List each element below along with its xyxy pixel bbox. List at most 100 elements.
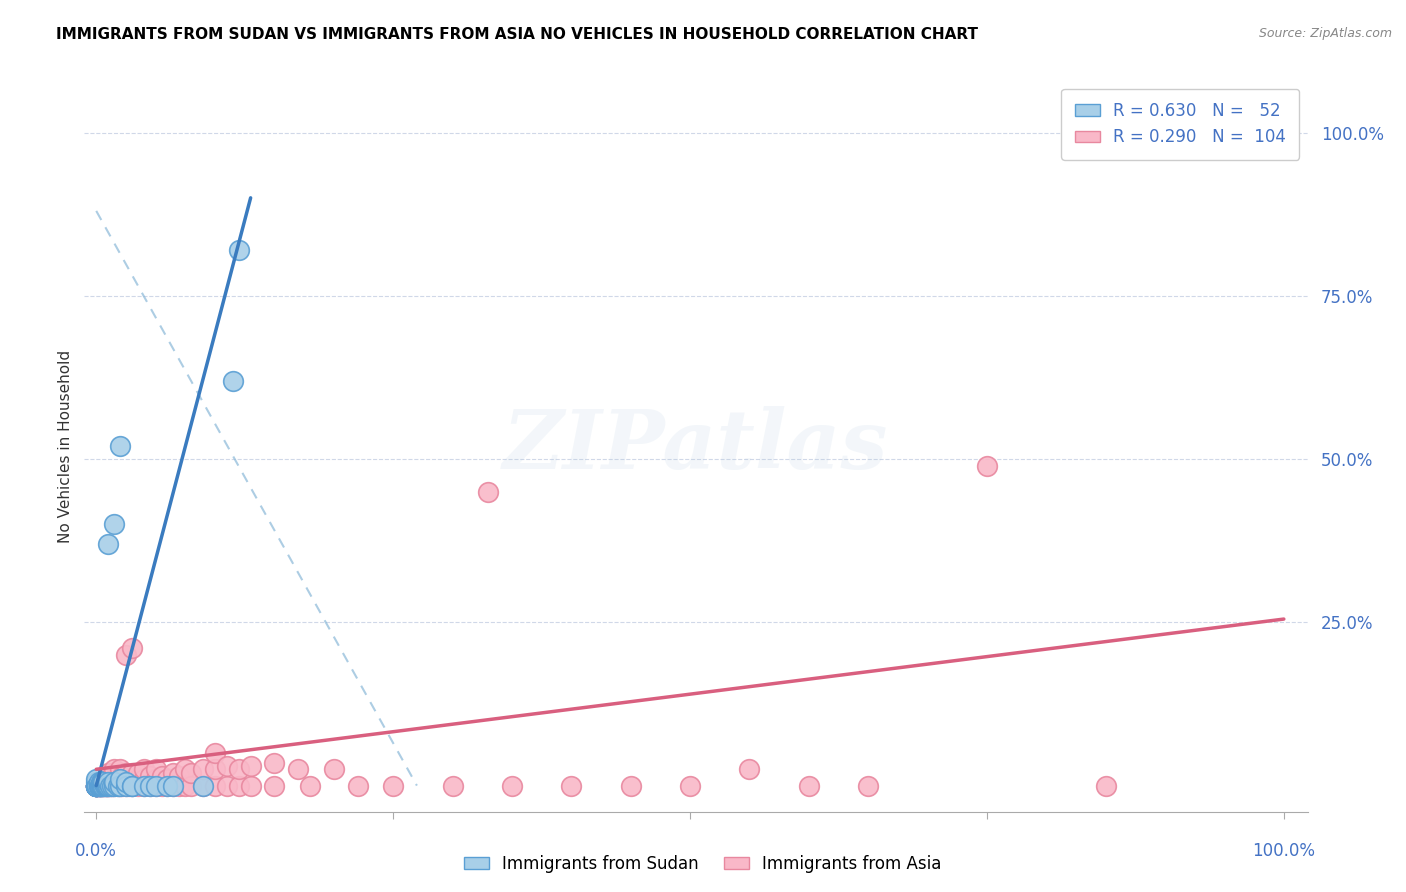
Point bbox=[679, 779, 702, 793]
Text: ZIPatlas: ZIPatlas bbox=[503, 406, 889, 486]
Point bbox=[121, 772, 143, 786]
Point bbox=[115, 765, 138, 780]
Point bbox=[100, 769, 122, 783]
Point bbox=[89, 779, 111, 793]
Point bbox=[107, 772, 129, 786]
Point bbox=[89, 779, 111, 793]
Point bbox=[108, 762, 131, 776]
Point bbox=[84, 779, 107, 793]
Point bbox=[204, 779, 226, 793]
Point bbox=[103, 779, 125, 793]
Point bbox=[215, 779, 238, 793]
Point bbox=[191, 779, 214, 793]
Point bbox=[346, 779, 368, 793]
Point bbox=[86, 779, 108, 793]
Point bbox=[84, 779, 107, 793]
Point bbox=[84, 772, 107, 786]
Point bbox=[97, 775, 120, 789]
Point bbox=[87, 775, 110, 789]
Point bbox=[215, 759, 238, 773]
Point bbox=[263, 779, 285, 793]
Point bbox=[115, 648, 138, 662]
Point bbox=[138, 779, 160, 793]
Point bbox=[100, 779, 122, 793]
Point bbox=[97, 779, 120, 793]
Point bbox=[132, 772, 155, 786]
Point bbox=[204, 762, 226, 776]
Point bbox=[84, 779, 107, 793]
Point bbox=[107, 779, 129, 793]
Point bbox=[107, 779, 129, 793]
Point bbox=[174, 762, 197, 776]
Point bbox=[856, 779, 879, 793]
Point bbox=[91, 775, 114, 789]
Point bbox=[501, 779, 523, 793]
Point bbox=[322, 762, 344, 776]
Point bbox=[103, 762, 125, 776]
Point bbox=[228, 779, 250, 793]
Point bbox=[228, 762, 250, 776]
Point bbox=[87, 779, 110, 793]
Point bbox=[90, 775, 112, 789]
Point bbox=[976, 458, 998, 473]
Point bbox=[89, 779, 111, 793]
Point bbox=[263, 756, 285, 770]
Point bbox=[180, 779, 202, 793]
Point bbox=[115, 772, 138, 786]
Y-axis label: No Vehicles in Household: No Vehicles in Household bbox=[58, 350, 73, 542]
Point bbox=[169, 769, 191, 783]
Point bbox=[127, 765, 149, 780]
Point bbox=[96, 779, 118, 793]
Text: IMMIGRANTS FROM SUDAN VS IMMIGRANTS FROM ASIA NO VEHICLES IN HOUSEHOLD CORRELATI: IMMIGRANTS FROM SUDAN VS IMMIGRANTS FROM… bbox=[56, 27, 979, 42]
Point bbox=[93, 775, 115, 789]
Point bbox=[91, 779, 114, 793]
Point bbox=[191, 762, 214, 776]
Point bbox=[94, 779, 117, 793]
Point bbox=[91, 775, 114, 789]
Point bbox=[145, 762, 167, 776]
Point bbox=[84, 775, 107, 789]
Point bbox=[156, 779, 179, 793]
Point bbox=[97, 779, 120, 793]
Point bbox=[93, 775, 115, 789]
Point bbox=[103, 772, 125, 786]
Point bbox=[156, 772, 179, 786]
Point bbox=[298, 779, 321, 793]
Point bbox=[150, 769, 173, 783]
Point bbox=[118, 779, 141, 793]
Point bbox=[108, 779, 131, 793]
Point bbox=[84, 779, 107, 793]
Point bbox=[1094, 779, 1116, 793]
Point bbox=[138, 779, 160, 793]
Legend: R = 0.630   N =   52, R = 0.290   N =  104: R = 0.630 N = 52, R = 0.290 N = 104 bbox=[1062, 88, 1299, 160]
Point bbox=[91, 779, 114, 793]
Point bbox=[132, 762, 155, 776]
Point bbox=[162, 765, 184, 780]
Point bbox=[239, 779, 262, 793]
Point bbox=[84, 779, 107, 793]
Point bbox=[121, 779, 143, 793]
Point bbox=[100, 772, 122, 786]
Point bbox=[121, 641, 143, 656]
Point bbox=[84, 779, 107, 793]
Point bbox=[84, 779, 107, 793]
Point bbox=[96, 772, 118, 786]
Point bbox=[287, 762, 309, 776]
Point bbox=[132, 779, 155, 793]
Point bbox=[477, 484, 499, 499]
Point bbox=[162, 779, 184, 793]
Point bbox=[797, 779, 820, 793]
Point bbox=[620, 779, 643, 793]
Point bbox=[84, 779, 107, 793]
Point bbox=[97, 765, 120, 780]
Point bbox=[94, 779, 117, 793]
Point bbox=[84, 779, 107, 793]
Point bbox=[127, 772, 149, 786]
Point bbox=[103, 775, 125, 789]
Point bbox=[145, 779, 167, 793]
Point bbox=[94, 772, 117, 786]
Point bbox=[115, 775, 138, 789]
Point bbox=[441, 779, 464, 793]
Point bbox=[108, 772, 131, 786]
Point bbox=[145, 779, 167, 793]
